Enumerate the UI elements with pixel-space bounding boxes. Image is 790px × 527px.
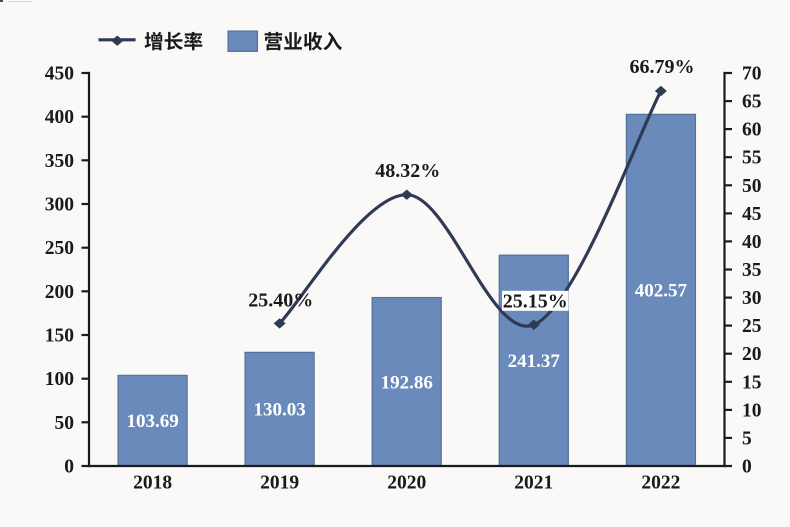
svg-text:66.79%: 66.79% xyxy=(630,56,695,78)
svg-text:130.03: 130.03 xyxy=(253,400,305,421)
svg-text:25.40%: 25.40% xyxy=(248,289,313,311)
svg-text:40: 40 xyxy=(742,232,762,253)
svg-text:35: 35 xyxy=(742,260,762,281)
svg-text:70: 70 xyxy=(742,64,762,85)
svg-text:100: 100 xyxy=(45,369,74,390)
svg-text:450: 450 xyxy=(45,64,74,85)
svg-text:45: 45 xyxy=(742,204,762,225)
svg-text:2018: 2018 xyxy=(133,473,172,494)
svg-text:300: 300 xyxy=(45,195,74,216)
svg-text:192.86: 192.86 xyxy=(381,372,433,393)
svg-text:25: 25 xyxy=(742,316,762,337)
svg-text:50: 50 xyxy=(742,176,762,197)
svg-text:0: 0 xyxy=(64,457,74,478)
svg-text:55: 55 xyxy=(742,148,762,169)
svg-text:241.37: 241.37 xyxy=(508,351,561,372)
svg-text:402.57: 402.57 xyxy=(635,281,688,302)
svg-text:103.69: 103.69 xyxy=(126,411,178,432)
svg-text:25.15%: 25.15% xyxy=(503,290,568,312)
svg-text:200: 200 xyxy=(45,282,74,303)
svg-text:350: 350 xyxy=(45,151,74,172)
svg-text:150: 150 xyxy=(45,326,74,347)
svg-text:2020: 2020 xyxy=(387,473,426,494)
svg-text:5: 5 xyxy=(742,428,752,449)
svg-text:2021: 2021 xyxy=(514,473,553,494)
svg-text:48.32%: 48.32% xyxy=(375,160,440,182)
svg-text:400: 400 xyxy=(45,107,74,128)
svg-text:20: 20 xyxy=(742,344,762,365)
svg-text:50: 50 xyxy=(55,413,75,434)
svg-text:2022: 2022 xyxy=(641,473,680,494)
svg-text:10: 10 xyxy=(742,400,762,421)
svg-text:15: 15 xyxy=(742,372,762,393)
svg-text:30: 30 xyxy=(742,288,762,309)
svg-text:0: 0 xyxy=(742,457,752,478)
svg-text:60: 60 xyxy=(742,120,762,141)
svg-text:65: 65 xyxy=(742,92,762,113)
svg-text:2019: 2019 xyxy=(260,473,299,494)
svg-text:250: 250 xyxy=(45,238,74,259)
